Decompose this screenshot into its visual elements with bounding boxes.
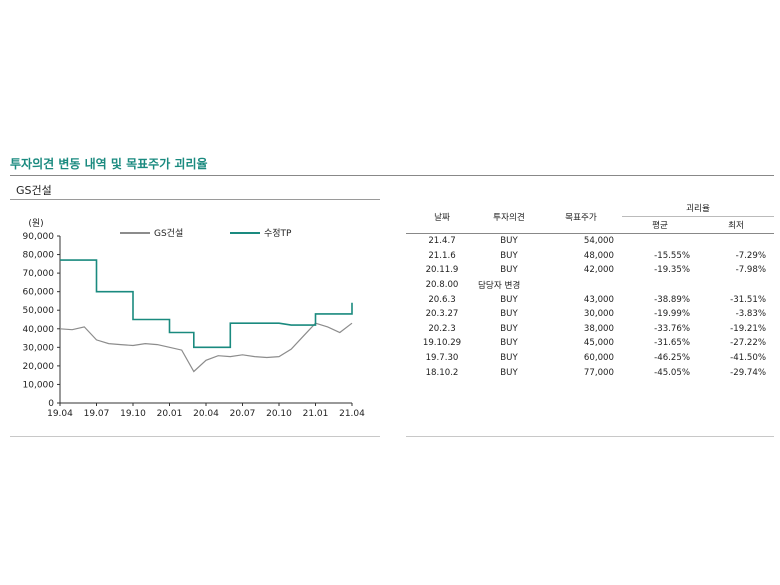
col-opinion-header: 투자의견 [478, 200, 540, 234]
cell-opinion: BUY [500, 309, 518, 320]
table-row: 18.10.2 BUY 77,000 -45.05% -29.74% [406, 365, 774, 380]
table-row: 20.8.00 담당자 변경 [406, 278, 774, 293]
cell-date: 20.6.3 [428, 294, 456, 305]
cell-note: 담당자 변경 [478, 281, 521, 292]
y-tick-label: 10,000 [23, 380, 55, 390]
tp-series-line [60, 259, 353, 349]
cell-date: 21.4.7 [428, 236, 456, 247]
y-axis-unit-label: (원) [28, 218, 43, 229]
cell-opinion: BUY [500, 265, 518, 276]
cell-avg: -46.25% [654, 353, 690, 364]
cell-target: 43,000 [583, 294, 614, 305]
cell-avg: -19.35% [654, 265, 690, 276]
cell-date: 20.3.27 [425, 309, 459, 320]
cell-date: 19.10.29 [422, 338, 462, 349]
cell-target: 38,000 [583, 323, 614, 334]
cell-avg: -31.65% [654, 338, 690, 349]
cell-opinion: BUY [500, 236, 518, 247]
y-tick-label: 40,000 [23, 325, 55, 335]
col-avg-header: 평균 [622, 216, 698, 234]
cell-avg: -19.99% [654, 309, 690, 320]
cell-date: 20.11.9 [425, 265, 459, 276]
section-title: 투자의견 변동 내역 및 목표주가 괴리율 [10, 157, 208, 171]
cell-target: 45,000 [583, 338, 614, 349]
cell-date: 18.10.2 [425, 367, 459, 378]
x-tick-label: 20.10 [266, 409, 292, 419]
table-row: 20.2.3 BUY 38,000 -33.76% -19.21% [406, 322, 774, 337]
cell-extreme: -27.22% [730, 338, 767, 349]
table-row: 20.3.27 BUY 30,000 -19.99% -3.83% [406, 307, 774, 322]
cell-opinion: BUY [500, 353, 518, 364]
y-tick-label: 80,000 [23, 251, 55, 261]
cell-extreme: -29.74% [730, 367, 767, 378]
cell-opinion: BUY [500, 367, 518, 378]
cell-target: 48,000 [583, 250, 614, 261]
legend-price-label: GS건설 [154, 229, 184, 239]
cell-extreme: -41.50% [730, 353, 767, 364]
x-tick-label: 21.01 [303, 409, 329, 419]
x-tick-label: 20.04 [193, 409, 219, 419]
price-chart: (원) 90,000 80,000 70,000 60,000 50,000 40,000… [23, 218, 366, 419]
table-row: 19.7.30 BUY 60,000 -46.25% -41.50% [406, 351, 774, 366]
price-series-line [59, 322, 353, 373]
cell-avg: -45.05% [654, 367, 690, 378]
cell-date: 20.8.00 [425, 280, 459, 291]
cell-opinion: BUY [500, 294, 518, 305]
cell-target: 42,000 [583, 265, 614, 276]
y-tick-label: 70,000 [23, 269, 55, 279]
cell-opinion: BUY [500, 323, 518, 334]
cell-target: 54,000 [583, 236, 614, 247]
table-row: 20.6.3 BUY 43,000 -38.89% -31.51% [406, 292, 774, 307]
table-row: 20.11.9 BUY 42,000 -19.35% -7.98% [406, 263, 774, 278]
cell-target: 77,000 [583, 367, 614, 378]
chart-header-divider [10, 199, 380, 200]
chart-footer-divider [10, 436, 380, 437]
x-tick-label: 20.01 [157, 409, 183, 419]
legend-tp-label: 수정TP [264, 229, 292, 239]
legend-tp: 수정TP [230, 226, 292, 239]
table-row: 21.4.7 BUY 54,000 [406, 234, 774, 249]
table-footer-divider [406, 436, 774, 437]
table-row: 19.10.29 BUY 45,000 -31.65% -27.22% [406, 336, 774, 351]
col-date-header: 날짜 [406, 200, 478, 234]
cell-extreme [698, 234, 774, 249]
cell-date: 19.7.30 [425, 353, 459, 364]
y-tick-label: 50,000 [23, 306, 55, 316]
col-extreme-header: 최저 [698, 216, 775, 234]
cell-extreme: -7.98% [735, 265, 767, 276]
cell-avg: -38.89% [654, 294, 690, 305]
x-tick-label: 19.04 [47, 409, 73, 419]
x-tick-label: 20.07 [230, 409, 256, 419]
legend-price-swatch [120, 231, 150, 234]
cell-date: 21.1.6 [428, 250, 456, 261]
section-divider [10, 175, 774, 176]
cell-extreme: -31.51% [730, 294, 767, 305]
col-disparity-header: 괴리율 [622, 200, 775, 217]
x-tick-label: 21.04 [339, 409, 365, 419]
cell-avg: -15.55% [654, 250, 690, 261]
cell-opinion: BUY [500, 250, 518, 261]
cell-extreme: -3.83% [735, 309, 767, 320]
legend-price: GS건설 [120, 226, 183, 239]
table-row: 21.1.6 BUY 48,000 -15.55% -7.29% [406, 249, 774, 264]
chart-title: GS건설 [16, 184, 52, 197]
cell-extreme: -19.21% [730, 323, 767, 334]
cell-target: 60,000 [583, 353, 614, 364]
x-tick-label: 19.07 [84, 409, 110, 419]
cell-extreme: -7.29% [735, 250, 767, 261]
cell-avg: -33.76% [654, 323, 690, 334]
y-tick-label: 90,000 [23, 232, 55, 242]
col-target-header: 목표주가 [540, 200, 622, 234]
y-tick-label: 30,000 [23, 343, 55, 353]
legend-tp-swatch [230, 231, 260, 234]
target-price-table: 날짜 투자의견 목표주가 괴리율 평균 최저 21.4.7 BUY 54,000 21… [406, 200, 775, 380]
y-tick-label: 0 [48, 399, 54, 409]
cell-opinion: BUY [500, 338, 518, 349]
cell-date: 20.2.3 [428, 323, 456, 334]
cell-target: 30,000 [583, 309, 614, 320]
cell-avg [622, 234, 698, 249]
y-tick-label: 60,000 [23, 288, 55, 298]
y-tick-label: 20,000 [23, 362, 55, 372]
x-tick-label: 19.10 [120, 409, 146, 419]
